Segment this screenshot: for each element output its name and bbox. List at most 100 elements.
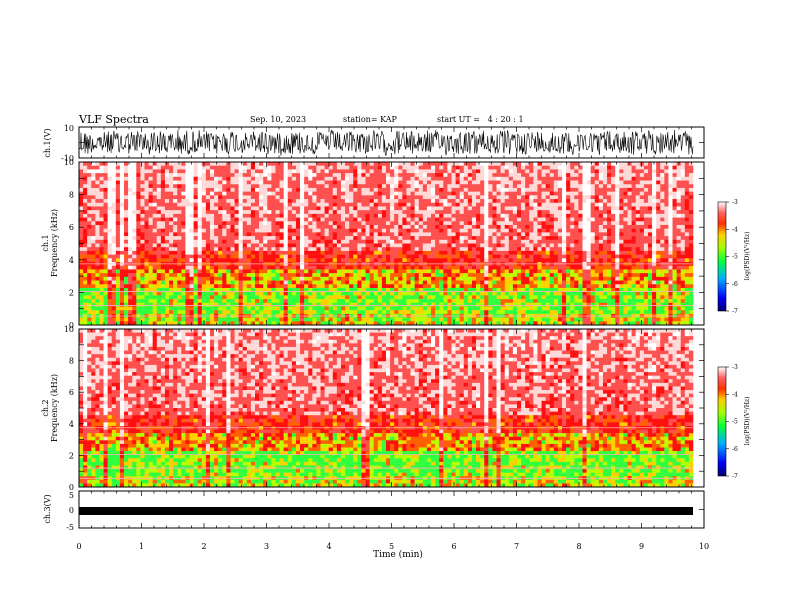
spectrogram-cell — [177, 299, 182, 304]
spectrogram-cell — [140, 162, 145, 166]
spectrogram-cell — [529, 243, 534, 248]
spectrogram-cell — [218, 291, 223, 296]
spectrogram-cell — [508, 243, 514, 248]
spectrogram-cell — [361, 310, 366, 315]
spectrogram-cell — [369, 265, 375, 270]
spectrogram-cell — [119, 199, 125, 204]
spectrogram-cell — [402, 206, 407, 211]
spectrogram-cell — [300, 165, 305, 170]
spectrogram-cell — [218, 276, 223, 281]
spectrogram-cell — [160, 310, 166, 315]
spectrogram-cell — [512, 217, 518, 222]
spectrogram-cell — [361, 224, 366, 229]
spectrogram-cell — [463, 176, 469, 181]
spectrogram-cell — [115, 191, 121, 196]
spectrogram-cell — [484, 173, 489, 178]
spectrogram-cell — [300, 310, 305, 315]
spectrogram-cell — [209, 195, 215, 200]
spectrogram-cell — [439, 302, 444, 307]
spectrogram-cell — [316, 165, 321, 170]
spectrogram-cell — [455, 228, 460, 233]
spectrogram-cell — [345, 287, 350, 292]
spectrogram-cell — [238, 306, 244, 311]
spectrogram-cell — [471, 321, 477, 326]
spectrogram-cell — [115, 310, 121, 315]
spectrogram-cell — [111, 176, 117, 181]
spectrogram-cell — [83, 180, 88, 185]
spectrogram-cell — [234, 191, 239, 196]
spectrogram-cell — [435, 269, 440, 274]
spectrogram-cell — [79, 184, 84, 189]
spectrogram-cell — [304, 162, 309, 166]
spectrogram-cell — [394, 243, 399, 248]
spectrogram-cell — [115, 232, 121, 237]
spectrogram-cell — [410, 232, 415, 237]
spectrogram-cell — [345, 232, 350, 237]
spectrogram-cell — [369, 299, 375, 304]
spectrogram-cell — [484, 321, 489, 326]
spectrogram-cell — [328, 291, 334, 296]
spectrogram-cell — [205, 299, 211, 304]
spectrogram-cell — [439, 173, 444, 178]
spectrogram-cell — [480, 187, 485, 192]
spectrogram-cell — [103, 302, 108, 307]
spectrogram-cell — [467, 247, 473, 252]
spectrogram-cell — [525, 258, 530, 263]
spectrogram-cell — [230, 221, 235, 226]
spectrogram-cell — [336, 250, 342, 255]
spectrogram-cell — [148, 210, 153, 215]
spectrogram-cell — [320, 228, 325, 233]
spectrogram-cell — [394, 169, 399, 174]
spectrogram-cell — [463, 228, 469, 233]
spectrogram-cell — [205, 306, 211, 311]
spectrogram-cell — [107, 217, 113, 222]
spectrogram-cell — [271, 176, 276, 181]
spectrogram-cell — [300, 321, 305, 326]
spectrogram-cell — [492, 199, 497, 204]
spectrogram-cell — [152, 173, 158, 178]
spectrogram-cell — [365, 287, 370, 292]
spectrogram-cell — [422, 187, 428, 192]
spectrogram-cell — [308, 169, 313, 174]
spectrogram-cell — [160, 191, 166, 196]
spectrogram-cell — [128, 206, 133, 211]
spectrogram-cell — [525, 273, 530, 278]
spectrogram-cell — [234, 243, 239, 248]
spectrogram-cell — [447, 295, 452, 300]
spectrogram-cell — [336, 236, 342, 241]
spectrogram-cell — [271, 232, 276, 237]
spectrogram-cell — [484, 306, 489, 311]
spectrogram-cell — [332, 284, 338, 289]
spectrogram-cell — [365, 210, 370, 215]
spectrogram-cell — [160, 299, 166, 304]
spectrogram-cell — [209, 239, 215, 244]
spectrogram-cell — [512, 295, 518, 300]
spectrogram-cell — [124, 199, 129, 204]
spectrogram-cell — [250, 247, 256, 252]
spectrogram-cell — [291, 284, 297, 289]
spectrogram-cell — [136, 169, 141, 174]
spectrogram-cell — [173, 217, 178, 222]
spectrogram-cell — [484, 187, 489, 192]
spectrogram-cell — [480, 247, 485, 252]
spectrogram-cell — [83, 232, 88, 237]
spectrogram-cell — [263, 228, 268, 233]
spectrogram-cell — [279, 221, 284, 226]
spectrogram-cell — [336, 176, 342, 181]
spectrogram-cell — [144, 191, 149, 196]
spectrogram-cell — [369, 317, 375, 322]
spectrogram-cell — [295, 195, 301, 200]
spectrogram-cell — [484, 302, 489, 307]
spectrogram-cell — [320, 210, 325, 215]
spectrogram-cell — [324, 243, 329, 248]
spectrogram-cell — [455, 280, 460, 285]
spectrogram-cell — [340, 173, 346, 178]
spectrogram-cell — [492, 224, 497, 229]
spectrogram-cell — [394, 191, 399, 196]
spectrogram-cell — [242, 306, 248, 311]
spectrogram-cell — [353, 269, 358, 274]
spectrogram-cell — [205, 176, 211, 181]
spectrogram-cell — [152, 273, 158, 278]
spectrogram-cell — [521, 295, 526, 300]
spectrogram-cell — [169, 217, 174, 222]
